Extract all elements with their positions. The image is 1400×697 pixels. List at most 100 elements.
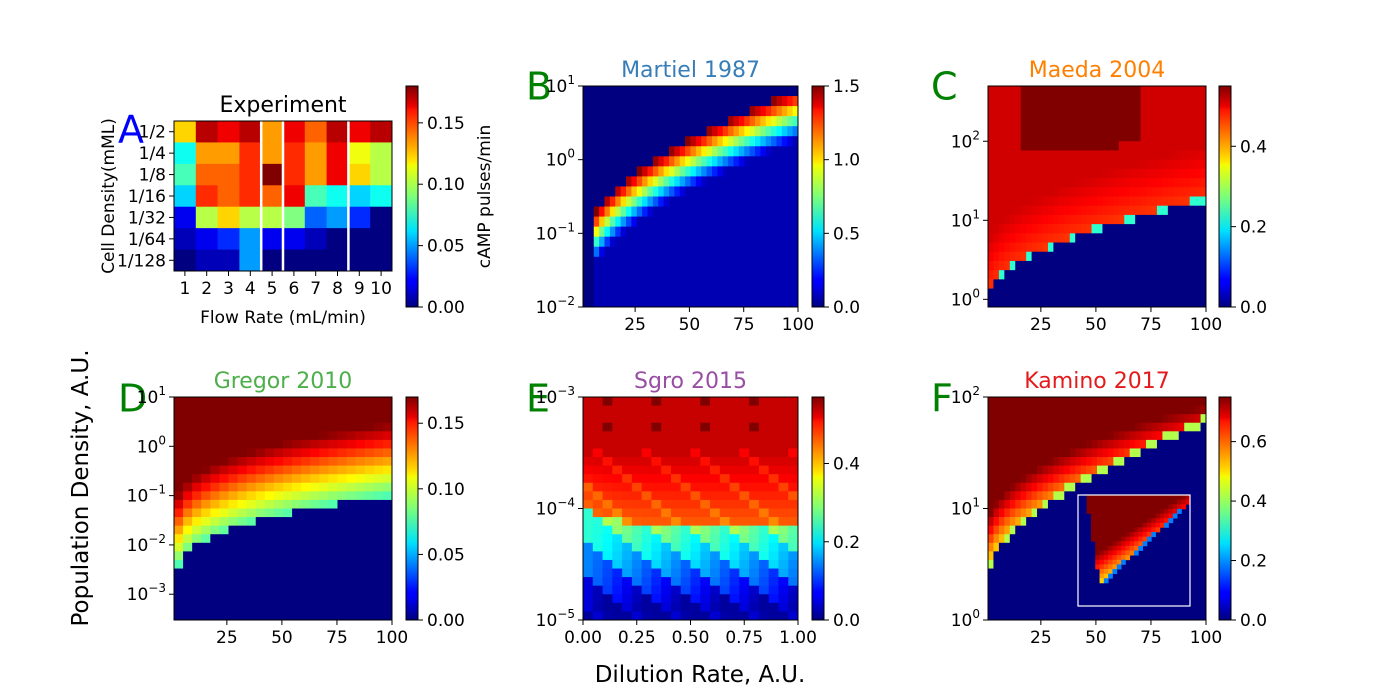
heatmap-cell — [1047, 113, 1054, 124]
heatmap-cell — [792, 156, 799, 167]
heatmap-cell — [663, 136, 670, 147]
heatmap-cell — [744, 166, 751, 177]
heatmap-cell — [1080, 448, 1087, 458]
heatmap-cell — [210, 482, 220, 492]
heatmap-cell — [631, 559, 643, 570]
heatmap-cell — [778, 414, 789, 424]
heatmap-cell — [642, 116, 648, 127]
heatmap-cell — [588, 206, 595, 218]
heatmap-cell — [679, 106, 686, 117]
heatmap-cell — [183, 611, 193, 621]
heatmap-cell — [1004, 288, 1011, 299]
heatmap-cell — [661, 448, 672, 458]
heatmap-cell — [228, 559, 239, 570]
inset-cell — [1134, 495, 1139, 501]
heatmap-cell — [1064, 168, 1071, 179]
heatmap-cell — [658, 126, 665, 137]
inset-cell — [1146, 536, 1152, 542]
heatmap-cell — [1020, 611, 1027, 621]
heatmap-cell — [1195, 150, 1202, 161]
y-tick-label: 101 — [951, 496, 980, 520]
heatmap-cell — [706, 176, 713, 187]
heatmap-cell — [1009, 205, 1016, 216]
heatmap-cell — [700, 611, 711, 621]
inset-cell — [1125, 545, 1131, 551]
heatmap-cell — [273, 517, 284, 527]
heatmap-cell — [738, 236, 745, 248]
inset-cell — [1129, 522, 1135, 528]
x-tick-label: 75 — [1140, 628, 1162, 648]
colorbar-tick-label: 0.0 — [833, 298, 860, 318]
inset-cell — [1103, 564, 1109, 570]
heatmap-cell — [1102, 178, 1109, 188]
heatmap-cell — [1178, 187, 1185, 197]
heatmap-cell — [283, 465, 293, 475]
heatmap-cell — [612, 431, 623, 441]
heatmap-cell — [219, 542, 229, 552]
heatmap-cell — [1042, 551, 1049, 561]
heatmap-cell — [690, 499, 701, 509]
heatmap-cell — [781, 226, 788, 238]
heatmap-cell — [328, 457, 338, 467]
heatmap-cell — [1151, 214, 1158, 225]
heatmap-cell — [739, 594, 750, 604]
heatmap-cell — [355, 602, 366, 612]
heatmap-cell — [592, 405, 604, 415]
heatmap-cell — [1058, 224, 1065, 234]
heatmap-cell — [669, 126, 675, 137]
heatmap-cell — [1184, 196, 1191, 207]
heatmap-cell — [670, 508, 682, 518]
heatmap-cell — [1069, 178, 1076, 188]
heatmap-cell — [1178, 611, 1185, 621]
heatmap-cell — [1195, 611, 1202, 621]
heatmap-cell — [776, 176, 783, 187]
heatmap-cell — [733, 206, 740, 218]
heatmap-cell — [273, 448, 284, 458]
heatmap-cell — [1146, 611, 1152, 621]
heatmap-cell — [719, 474, 731, 484]
inset-cell — [1099, 555, 1105, 561]
heatmap-cell — [700, 508, 711, 518]
heatmap-cell — [174, 228, 197, 251]
heatmap-cell — [1113, 448, 1120, 458]
heatmap-cell — [1200, 270, 1207, 280]
heatmap-cell — [1020, 551, 1027, 561]
heatmap-cell — [346, 482, 357, 492]
heatmap-cell — [337, 577, 348, 587]
heatmap-cell — [771, 286, 777, 298]
heatmap-cell — [1178, 86, 1185, 96]
heatmap-cell — [788, 517, 799, 527]
heatmap-cell — [1140, 439, 1147, 449]
heatmap-cell — [592, 465, 604, 475]
heatmap-cell — [641, 491, 652, 501]
heatmap-cell — [1069, 297, 1076, 308]
heatmap-cell — [310, 474, 320, 484]
heatmap-cell — [599, 226, 605, 238]
heatmap-cell — [998, 577, 1005, 587]
heatmap-cell — [749, 276, 756, 288]
heatmap-cell — [1097, 242, 1103, 253]
heatmap-cell — [1146, 251, 1152, 262]
heatmap-cell — [788, 551, 799, 561]
heatmap-cell — [1086, 260, 1093, 271]
heatmap-cell — [626, 226, 632, 238]
heatmap-cell — [1037, 457, 1043, 467]
heatmap-cell — [1015, 159, 1022, 170]
heatmap-cell — [1026, 288, 1033, 299]
heatmap-cell — [674, 206, 681, 218]
heatmap-cell — [1162, 297, 1169, 308]
heatmap-cell — [1058, 517, 1065, 527]
heatmap-cell — [310, 611, 320, 621]
heatmap-cell — [1047, 448, 1054, 458]
heatmap-cell — [219, 585, 229, 595]
inset-cell — [1108, 513, 1113, 519]
heatmap-cell — [364, 474, 375, 484]
x-tick-label: 1.00 — [779, 628, 817, 648]
heatmap-cell — [1069, 551, 1076, 561]
inset-cell — [1159, 518, 1165, 524]
heatmap-cell — [1107, 422, 1114, 432]
heatmap-cell — [1047, 439, 1054, 449]
inset-cell — [1103, 559, 1109, 565]
heatmap-cell — [328, 414, 338, 424]
heatmap-cell — [1075, 602, 1082, 612]
